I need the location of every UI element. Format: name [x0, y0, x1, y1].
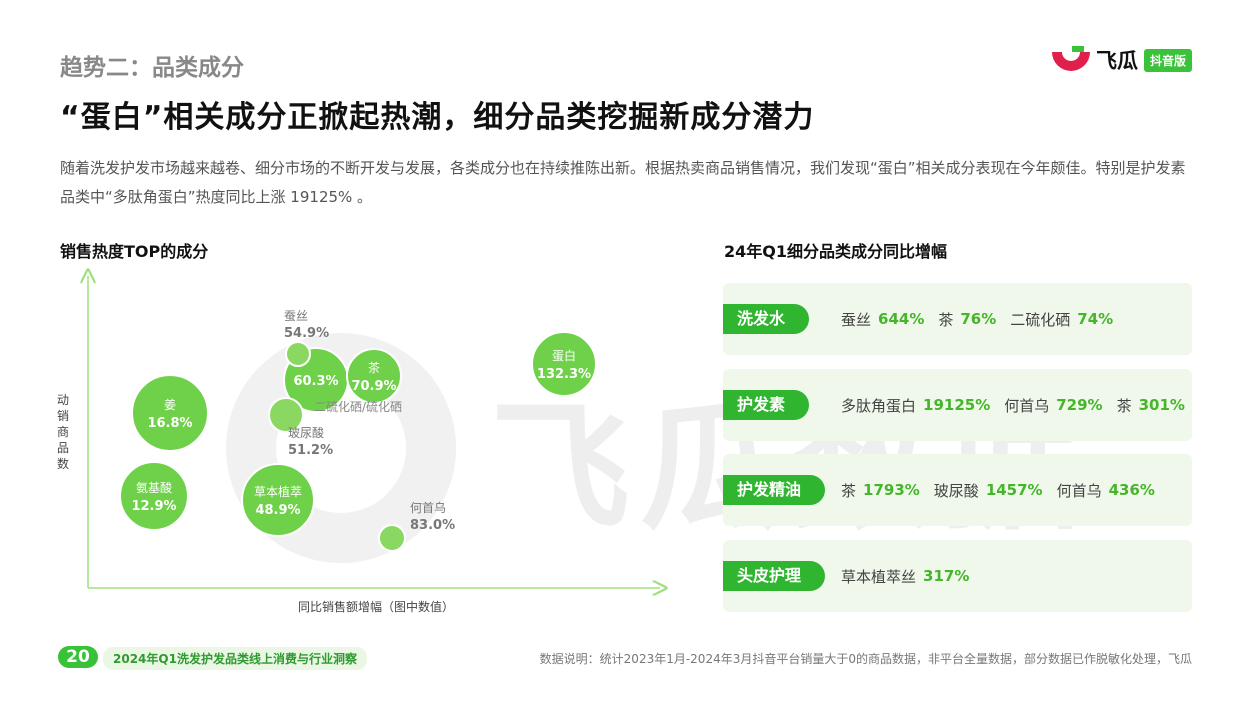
- logo-tag: 抖音版: [1143, 48, 1192, 72]
- bubble-value: 70.9%: [351, 379, 396, 394]
- bubble-chart: 姜 16.8% 氨基酸 12.9% 草本植萃 48.9% 60.3% 茶 70.9% 蛋白 132.…: [56, 268, 676, 628]
- bubble-label: 何首乌: [410, 500, 446, 515]
- ingredient-name: 茶: [938, 310, 954, 329]
- ingredient-name: 何首乌: [1004, 396, 1050, 415]
- bubble-label: 姜: [164, 398, 176, 412]
- growth-row-hair-oil: 护发精油 茶 1793% 玻尿酸 1457% 何首乌 436%: [723, 454, 1192, 526]
- category-tag: 头皮护理: [723, 561, 826, 591]
- bubble-label: 玻尿酸: [288, 425, 324, 440]
- bubble: 玻尿酸 51.2%: [268, 397, 333, 458]
- bubble-circle: [531, 331, 597, 397]
- watermelon-icon: [1051, 46, 1090, 71]
- bubble: 草本植萃 48.9%: [241, 463, 315, 537]
- bubble-value: 54.9%: [284, 326, 329, 341]
- bubble-chart-svg: 姜 16.8% 氨基酸 12.9% 草本植萃 48.9% 60.3% 茶 70.9% 蛋白 132.…: [56, 268, 676, 628]
- bubble-label: 草本植萃: [254, 484, 302, 499]
- ingredient-pct: 317%: [923, 567, 970, 585]
- bubble-circle: [131, 374, 209, 452]
- bubble: 蛋白 132.3%: [531, 331, 597, 397]
- page-headline: “蛋白”相关成分正掀起热潮，细分品类挖掘新成分潜力: [60, 100, 815, 135]
- ingredient-list: 多肽角蛋白 19125% 何首乌 729% 茶 301%: [841, 369, 1185, 441]
- ingredient-list: 茶 1793% 玻尿酸 1457% 何首乌 436%: [841, 454, 1155, 526]
- ingredient-pct: 436%: [1108, 481, 1155, 499]
- ingredient-name: 玻尿酸: [933, 481, 979, 500]
- intro-paragraph: 随着洗发护发市场越来越卷、细分市场的不断开发与发展，各类成分也在持续推陈出新。根…: [60, 159, 1186, 206]
- bubble-value: 16.8%: [147, 416, 192, 431]
- left-chart-title: 销售热度TOP的成分: [60, 242, 209, 261]
- category-tag: 护发精油: [723, 475, 826, 505]
- overlap-label: 二硫化硒/硫化硒: [314, 399, 402, 414]
- ingredient-list: 蚕丝 644% 茶 76% 二硫化硒 74%: [841, 283, 1113, 355]
- bubble-circle: [119, 461, 189, 531]
- report-title: 2024年Q1洗发护发品类线上消费与行业洞察: [103, 647, 367, 670]
- growth-row-conditioner: 护发素 多肽角蛋白 19125% 何首乌 729% 茶 301%: [723, 369, 1192, 441]
- bubble-value: 12.9%: [131, 499, 176, 514]
- bubble-value: 132.3%: [537, 367, 591, 382]
- bubble-label: 氨基酸: [136, 480, 172, 495]
- bubble-value: 51.2%: [288, 443, 333, 458]
- ingredient-pct: 19125%: [923, 396, 991, 414]
- bubble: 姜 16.8%: [131, 374, 209, 452]
- category-tag: 护发素: [723, 390, 810, 420]
- bubble-circle: [268, 397, 304, 433]
- ingredient-pct: 729%: [1056, 396, 1103, 414]
- bubble: 茶 70.9%: [346, 348, 402, 404]
- bubble-label: 蚕丝: [284, 309, 308, 323]
- background-ring-shape: [226, 333, 456, 563]
- section-title: 趋势二：品类成分: [60, 55, 244, 81]
- category-tag: 洗发水: [723, 304, 810, 334]
- ingredient-name: 蚕丝: [841, 310, 872, 329]
- x-axis-label: 同比销售额增幅（图中数值）: [298, 600, 455, 614]
- bubble: 何首乌 83.0%: [378, 500, 455, 552]
- bubble-value: 60.3%: [293, 374, 338, 389]
- ingredient-name: 多肽角蛋白: [841, 396, 917, 415]
- bubble-circle: [346, 348, 402, 404]
- ingredient-name: 二硫化硒: [1010, 310, 1071, 329]
- bubble: 蚕丝 54.9%: [284, 309, 329, 367]
- bubble-value: 83.0%: [410, 518, 455, 533]
- growth-row-scalp-care: 头皮护理 草本植萃丝 317%: [723, 540, 1192, 612]
- growth-row-shampoo: 洗发水 蚕丝 644% 茶 76% 二硫化硒 74%: [723, 283, 1192, 355]
- bubble-circle: [285, 341, 311, 367]
- right-chart-title: 24年Q1细分品类成分同比增幅: [724, 242, 948, 261]
- ingredient-pct: 74%: [1077, 310, 1114, 328]
- y-axis-label: 动销商品数: [56, 393, 69, 471]
- bubble: 氨基酸 12.9%: [119, 461, 189, 531]
- ingredient-name: 茶: [841, 481, 857, 500]
- page-number: 20: [58, 646, 98, 668]
- ingredient-name: 何首乌: [1056, 481, 1102, 500]
- bubble-label: 蛋白: [552, 348, 576, 363]
- ingredient-pct: 1793%: [863, 481, 920, 499]
- ingredient-name: 茶: [1116, 396, 1132, 415]
- brand-logo: 飞瓜 抖音版: [1050, 44, 1192, 76]
- bubble-label: 茶: [368, 360, 380, 375]
- ingredient-pct: 301%: [1138, 396, 1185, 414]
- ingredient-pct: 644%: [878, 310, 925, 328]
- bubble-circle: [241, 463, 315, 537]
- bubble-circle: [378, 524, 406, 552]
- ingredient-name: 草本植萃丝: [841, 567, 917, 586]
- logo-name: 飞瓜: [1095, 49, 1138, 73]
- ingredient-pct: 1457%: [985, 481, 1043, 499]
- ingredient-list: 草本植萃丝 317%: [841, 540, 969, 612]
- ingredient-pct: 76%: [960, 310, 997, 328]
- bubble-value: 48.9%: [255, 503, 300, 518]
- data-note: 数据说明：统计2023年1月-2024年3月抖音平台销量大于0的商品数据，非平台…: [539, 652, 1192, 666]
